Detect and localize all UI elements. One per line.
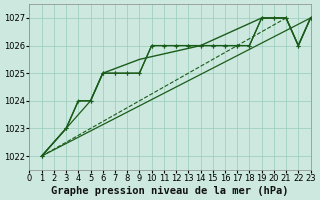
X-axis label: Graphe pression niveau de la mer (hPa): Graphe pression niveau de la mer (hPa) — [51, 186, 289, 196]
